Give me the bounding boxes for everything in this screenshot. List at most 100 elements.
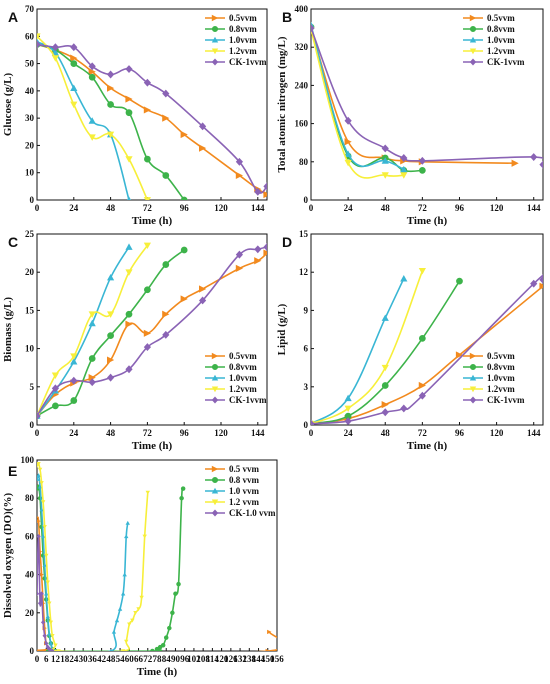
data-point	[381, 364, 389, 372]
data-point	[70, 43, 78, 52]
data-point	[254, 257, 262, 265]
data-point	[173, 591, 178, 596]
data-point	[400, 172, 408, 179]
data-point	[37, 476, 40, 481]
data-point	[125, 243, 133, 250]
data-point	[70, 60, 78, 67]
legend-marker	[469, 36, 477, 43]
data-point	[40, 534, 46, 539]
data-point	[254, 245, 262, 254]
data-point	[167, 625, 172, 631]
data-point	[70, 376, 78, 385]
legend-marker	[469, 58, 477, 66]
data-point	[125, 269, 133, 276]
x-tick-label: 102	[187, 654, 201, 664]
data-point	[162, 261, 170, 268]
data-point	[45, 644, 50, 650]
data-point	[180, 295, 188, 303]
data-point	[45, 580, 50, 585]
x-tick-label: 72	[143, 654, 153, 664]
data-point	[42, 562, 47, 567]
data-point	[418, 268, 426, 275]
y-tick-label: 160	[295, 119, 309, 129]
data-point	[400, 274, 408, 282]
x-tick-label: 24	[69, 654, 79, 664]
y-tick-label: 400	[295, 4, 309, 14]
legend-label: 1.0 vvm	[229, 486, 260, 496]
legend-label: CK-1vvm	[487, 57, 525, 67]
data-point	[143, 197, 151, 200]
data-point	[48, 641, 54, 646]
data-point	[235, 171, 243, 180]
data-point	[539, 160, 543, 169]
data-point	[143, 242, 151, 250]
data-point	[139, 595, 144, 600]
data-point	[88, 62, 96, 71]
y-tick-label: 10	[25, 168, 35, 178]
data-point	[539, 282, 543, 290]
data-point	[142, 534, 147, 539]
data-point	[120, 591, 126, 596]
data-point	[47, 631, 52, 636]
data-point	[125, 365, 133, 374]
panel-letter: D	[282, 234, 292, 250]
x-tick-label: 0	[309, 203, 314, 213]
data-point	[37, 411, 41, 420]
x-tick-label: 30	[79, 654, 89, 664]
data-point	[39, 572, 44, 577]
data-point	[122, 572, 127, 577]
x-tick-label: 48	[106, 654, 116, 664]
data-point	[179, 495, 184, 501]
data-point	[263, 249, 267, 257]
legend-label: CK-1.0 vvm	[229, 508, 276, 518]
legend-label: 1.0vvm	[229, 35, 257, 45]
series-line	[37, 462, 149, 651]
legend-label: 1.2vvm	[229, 384, 257, 394]
data-point	[88, 134, 96, 141]
x-tick-label: 78	[153, 654, 163, 664]
legend-marker	[211, 509, 219, 517]
data-point	[47, 601, 52, 606]
x-tick-label: 66	[134, 654, 144, 664]
data-point	[52, 402, 59, 410]
x-tick-label: 72	[143, 203, 153, 213]
y-tick-label: 240	[295, 80, 309, 90]
x-tick-label: 120	[214, 203, 228, 213]
data-point	[162, 89, 170, 98]
legend-marker	[211, 25, 219, 33]
legend-marker	[211, 363, 219, 371]
data-point	[107, 70, 115, 79]
series-line	[37, 485, 184, 651]
plot-area	[311, 21, 543, 179]
x-tick-label: 24	[344, 428, 354, 438]
data-point	[199, 285, 207, 293]
legend-marker	[469, 352, 477, 360]
data-point	[143, 78, 151, 87]
legend-marker	[469, 48, 477, 55]
legend-marker	[211, 14, 219, 22]
data-point	[44, 591, 49, 596]
series-line	[311, 25, 405, 171]
data-point	[265, 648, 270, 651]
y-tick-label: 60	[25, 531, 35, 541]
data-point	[125, 520, 130, 525]
data-point	[125, 109, 133, 117]
data-point	[124, 534, 129, 539]
legend-label: CK-1vvm	[229, 57, 267, 67]
y-axis-label: Biomass (g/L)	[2, 297, 14, 362]
x-tick-label: 24	[69, 203, 79, 213]
x-tick-label: 84	[162, 654, 172, 664]
legend-marker	[469, 25, 477, 33]
x-tick-label: 126	[224, 654, 238, 664]
data-point	[107, 131, 115, 139]
y-axis-label: Dissolved oxygen (DO)(%)	[2, 493, 14, 619]
y-tick-label: 20	[25, 267, 35, 277]
data-point	[45, 614, 50, 619]
panel-a: A 0 24 48 72 96 120 144 0 10 20 30 40 50 60 70 Time (h) G…	[2, 4, 268, 227]
data-point	[418, 156, 426, 165]
data-point	[37, 600, 43, 606]
data-point	[400, 165, 408, 173]
y-tick-label: 30	[25, 113, 35, 123]
data-point	[107, 373, 115, 382]
